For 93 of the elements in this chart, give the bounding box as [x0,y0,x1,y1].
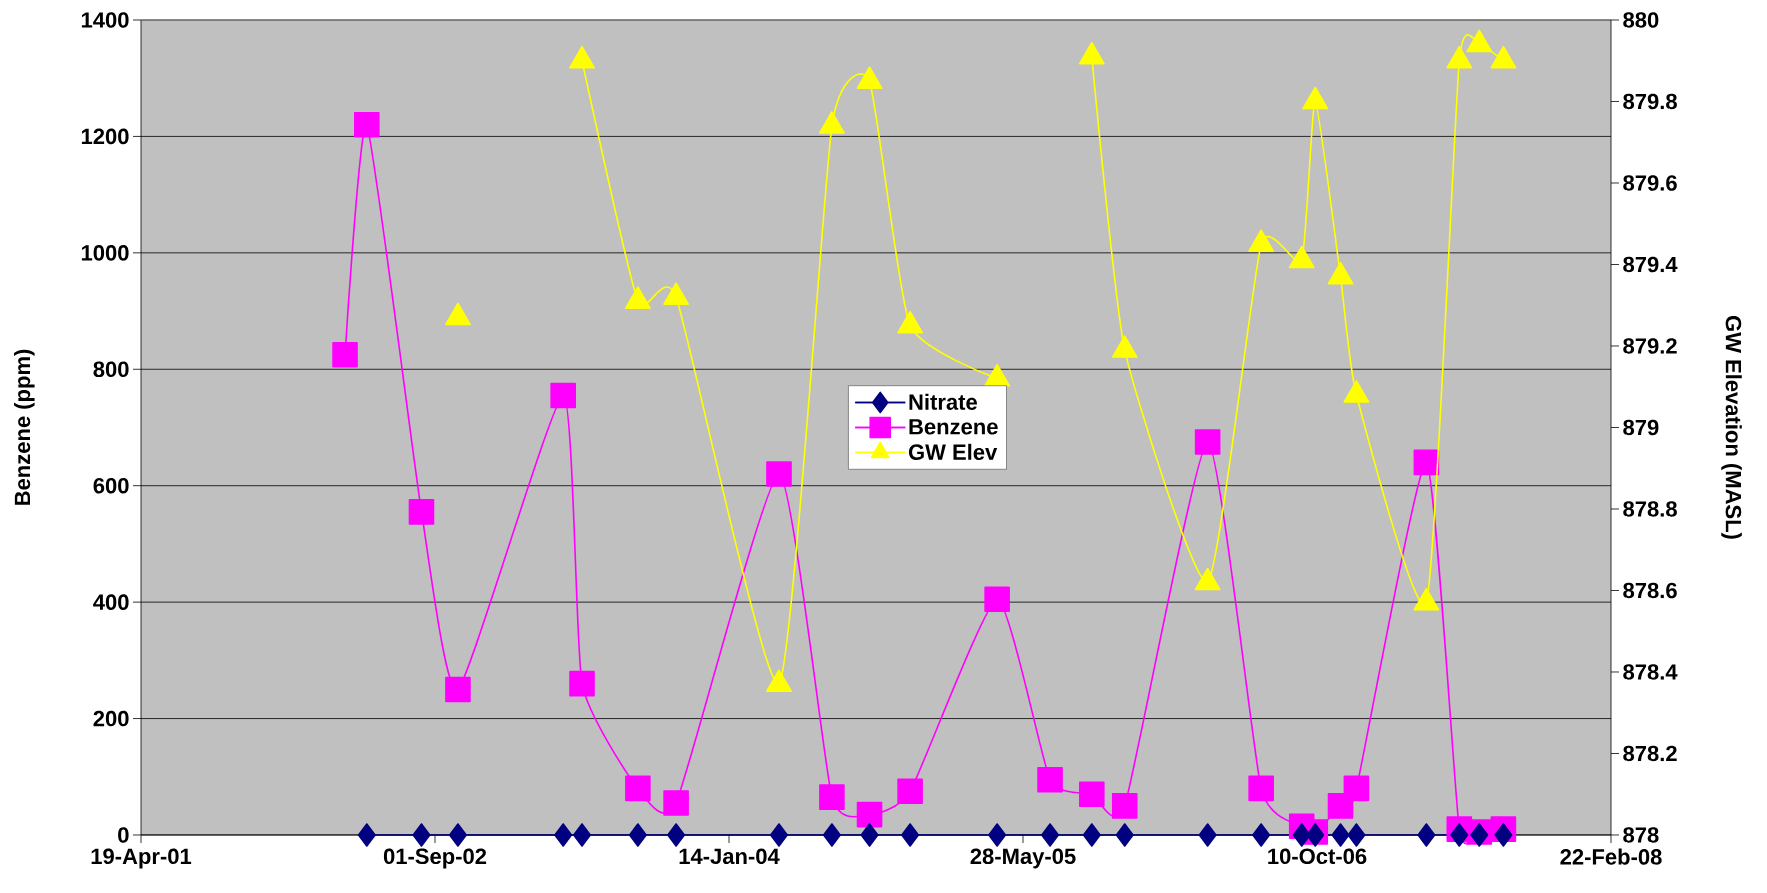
point [663,790,689,816]
point [628,823,647,847]
y2-tick-label: 878.4 [1623,664,1678,680]
y-axis-title: Benzene (ppm) [14,349,35,505]
point [1327,261,1354,285]
point [822,823,841,847]
point [332,341,358,368]
point [625,775,651,802]
y2-tick-label: 878.8 [1623,501,1677,517]
point [1252,823,1271,847]
point [1041,823,1060,847]
point [1343,775,1370,802]
point [1288,245,1315,269]
point [988,823,1007,847]
point [1343,380,1370,403]
y2-tick-label: 879 [1623,419,1659,436]
y-tick-label: 600 [93,477,129,494]
legend-label: Nitrate [909,393,977,410]
point [1494,823,1513,847]
point [1111,793,1138,819]
x-tick-label: 22-Feb-08 [1560,848,1662,865]
point [569,45,595,69]
y2-tick-label: 879.4 [1623,256,1678,273]
point [769,823,789,847]
point [624,286,651,309]
point [357,823,376,847]
point [1446,45,1473,69]
point [1078,41,1105,65]
point [408,499,435,525]
y2-tick-label: 878.6 [1623,582,1677,599]
point [445,676,471,703]
x-tick-label: 28-May-05 [970,848,1076,869]
y-tick-label: 1400 [81,12,129,28]
legend-label: Benzene [909,419,998,435]
point [1082,823,1101,847]
point [1198,823,1217,847]
point [1450,823,1469,847]
y-tick-label: 1000 [81,245,129,261]
point [569,670,595,697]
y2-tick-label: 879.6 [1623,175,1677,191]
x-tick-label: 10-Oct-06 [1268,848,1367,865]
point [1248,775,1274,802]
point [897,310,924,334]
point [984,586,1010,613]
point [1292,823,1311,847]
point [354,111,380,138]
point [1302,86,1329,110]
point [901,823,920,847]
y-tick-label: 0 [118,827,129,843]
point [1466,29,1493,53]
y-tick-label: 400 [93,594,129,610]
y-tick-label: 200 [93,710,129,727]
y-tick-label: 1200 [81,128,129,145]
x-tick-label: 19-Apr-01 [91,848,192,869]
point [550,382,576,409]
point [667,823,686,847]
point [860,823,879,847]
y-tick-label: 800 [93,361,129,378]
point [856,801,883,828]
point [1037,766,1063,793]
point [663,282,690,305]
point [1079,781,1105,808]
y2-tick-label: 879.8 [1623,93,1677,110]
point [897,778,923,805]
point [1417,823,1436,847]
y2-axis-title: GW Elevation (MASL) [1721,315,1742,539]
y2-tick-label: 879.2 [1623,338,1677,354]
point [1490,45,1517,69]
point [1413,587,1440,611]
point [766,461,792,487]
point [412,823,431,847]
point [445,302,471,326]
point [856,66,883,89]
point [1115,823,1134,847]
y2-tick-label: 878.2 [1623,745,1677,762]
legend-label: GW Elev [908,443,998,460]
point [554,823,573,847]
x-tick-label: 01-Sep-02 [383,848,487,869]
point [766,669,792,693]
point [1111,335,1138,358]
point [572,823,592,847]
point [1331,823,1350,847]
point [1194,429,1221,455]
point [984,363,1011,387]
point [1194,567,1221,591]
y2-tick-label: 880 [1623,12,1659,28]
point [819,784,845,810]
y2-tick-label: 878 [1623,827,1659,843]
point [818,111,845,134]
point [1347,823,1366,847]
point [448,823,467,847]
x-tick-label: 14-Jan-04 [679,848,780,865]
point [1248,229,1275,252]
